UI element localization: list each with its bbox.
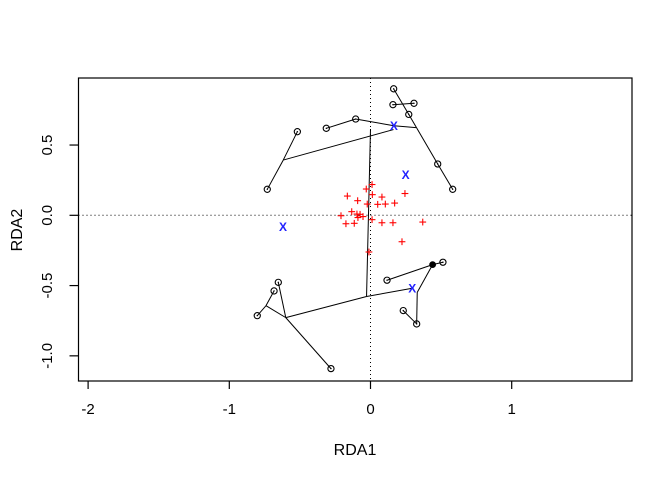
y-tick-label: 0.5 — [39, 135, 56, 156]
cluster-segment — [355, 118, 395, 127]
axis-ticks — [69, 144, 513, 389]
site-point-center-dot — [386, 279, 388, 281]
site-point-center-dot — [402, 309, 404, 312]
site-point-center-dot — [437, 163, 439, 165]
cluster-segment — [366, 129, 371, 297]
site-point — [434, 160, 442, 168]
cluster-segment — [265, 305, 287, 319]
centroid-x-mark: X — [390, 119, 398, 133]
site-point-center-dot — [273, 290, 275, 292]
site-point — [413, 320, 421, 328]
site-point — [439, 258, 447, 266]
site-point-center-dot — [415, 323, 418, 325]
species-points — [337, 181, 427, 256]
site-point — [352, 115, 360, 123]
cluster-segment — [386, 264, 433, 281]
y-axis-label: RDA2 — [9, 209, 26, 252]
site-point — [253, 311, 261, 320]
site-point — [322, 124, 330, 132]
cluster-segment — [393, 88, 410, 115]
site-point — [405, 110, 413, 119]
cluster-segment — [285, 317, 332, 369]
site-point — [383, 276, 391, 284]
site-point-center-dot — [451, 188, 454, 191]
site-point — [410, 99, 418, 107]
cluster-segment — [266, 159, 284, 190]
y-tick-label: 0.0 — [39, 205, 56, 226]
site-point-center-dot — [330, 367, 332, 370]
site-point-center-dot — [325, 127, 328, 130]
cluster-segment — [285, 296, 367, 319]
site-point-center-dot — [392, 104, 394, 106]
site-point — [389, 101, 397, 109]
y-tick-label: -1.0 — [39, 343, 56, 369]
cluster-segment — [366, 287, 413, 298]
site-point-center-dot — [442, 261, 444, 263]
site-point — [327, 364, 335, 373]
plot-border — [77, 77, 633, 382]
cluster-segment — [256, 305, 267, 316]
site-point-filled — [429, 261, 437, 269]
zero-reference-lines — [78, 78, 632, 381]
site-point — [399, 306, 407, 315]
cluster-segment — [416, 264, 434, 293]
x-tick-label: 1 — [508, 401, 516, 418]
site-point-center-dot — [277, 281, 279, 284]
cluster-segments — [256, 88, 454, 369]
site-point — [263, 185, 271, 193]
x-tick-label: -2 — [81, 401, 94, 418]
site-points — [253, 85, 457, 373]
cluster-segment — [408, 114, 439, 165]
site-point-center-dot — [392, 88, 395, 90]
site-point-center-dot — [266, 188, 268, 191]
axis-tick-labels: -2 -1 0 1 -1.0 -0.5 0.0 0.5 — [39, 135, 516, 418]
cluster-segment — [283, 129, 394, 161]
cluster-segment — [437, 163, 454, 190]
cluster-segment — [277, 282, 287, 318]
site-point — [293, 128, 302, 136]
cluster-segment — [265, 290, 275, 306]
site-point — [274, 278, 282, 286]
cluster-segment — [393, 125, 417, 129]
site-point-center-dot — [354, 118, 357, 120]
centroid-marks: X X X X — [279, 119, 416, 295]
x-axis-label: RDA1 — [334, 442, 377, 459]
centroid-x-mark: X — [408, 281, 416, 295]
site-point — [270, 287, 278, 295]
plot-box — [77, 77, 633, 382]
cluster-segment — [416, 292, 418, 324]
site-point — [449, 185, 457, 193]
site-point — [390, 85, 398, 93]
site-point-center-dot — [408, 113, 410, 116]
x-tick-label: 0 — [366, 401, 374, 418]
x-tick-label: -1 — [223, 401, 236, 418]
site-point-center-dot — [413, 102, 415, 104]
cluster-segment — [282, 131, 298, 161]
cluster-segment — [326, 118, 356, 129]
site-point-center-dot — [256, 314, 258, 317]
centroid-x-mark: X — [279, 220, 287, 234]
site-point-center-dot — [296, 130, 299, 133]
centroid-x-mark: X — [402, 168, 410, 182]
y-tick-label: -0.5 — [39, 273, 56, 299]
